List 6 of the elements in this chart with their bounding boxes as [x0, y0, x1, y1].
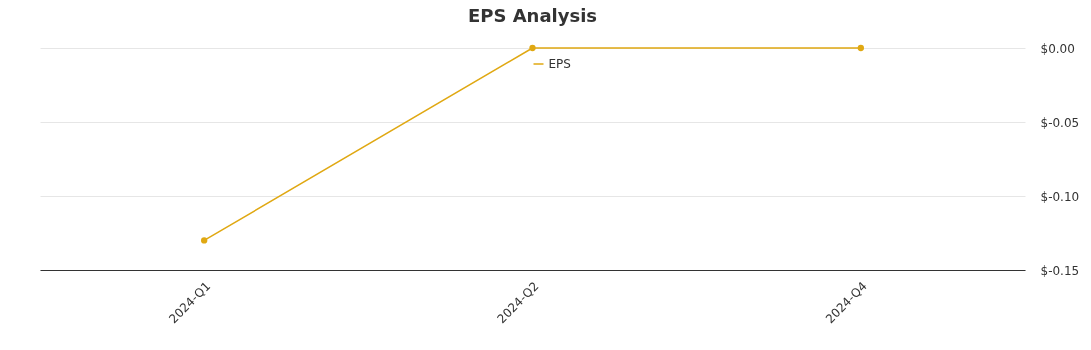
y-tick-label: $-0.05: [1040, 115, 1080, 130]
y-tick-label: $-0.15: [1040, 263, 1080, 278]
chart-title: EPS Analysis: [467, 5, 598, 26]
legend-label: EPS: [548, 57, 571, 71]
y-tick-label: $0.00: [1040, 41, 1075, 56]
y-tick-label: $-0.10: [1040, 189, 1080, 204]
